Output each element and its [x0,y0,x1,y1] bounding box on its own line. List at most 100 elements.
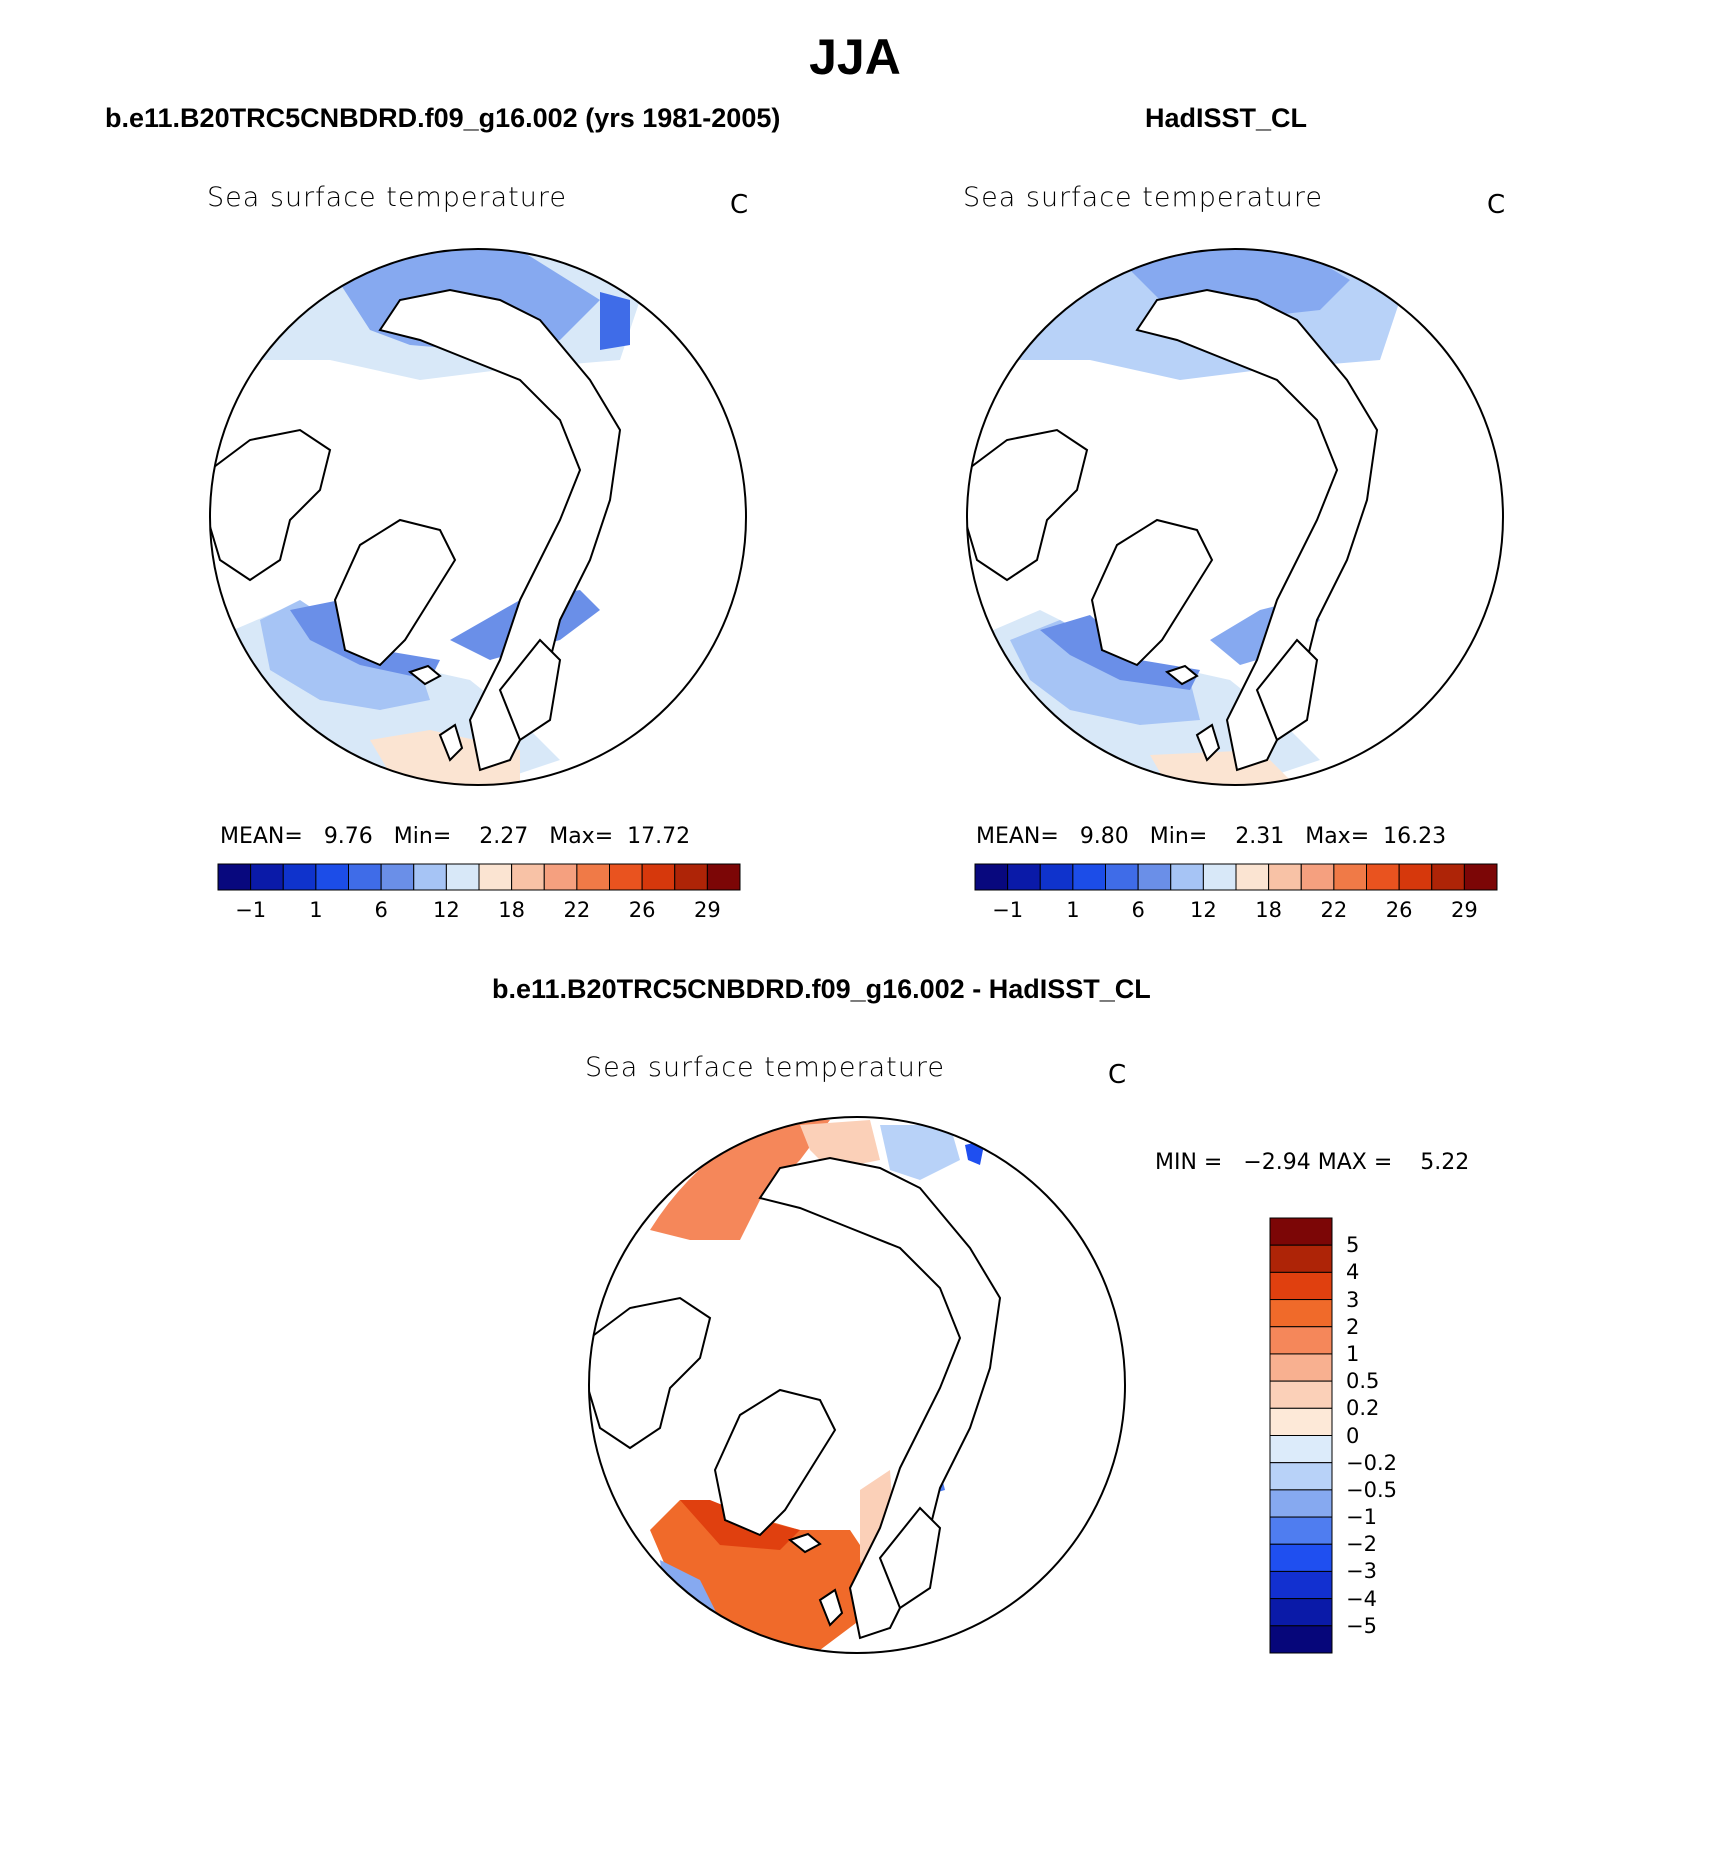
panel1-eurasia [378,288,622,772]
panel2-map-border [966,248,1504,786]
panel2-mean-value: 9.80 [1079,824,1129,849]
colorbar-swatch [380,863,415,891]
panel1-colorbar [217,863,741,891]
colorbar-swatch [1072,863,1106,891]
panel3-min-value: −2.94 [1243,1150,1311,1175]
panel2-min-label: Min= [1149,824,1208,849]
colorbar-tick-label: −3 [1346,1559,1377,1584]
colorbar-swatch [674,863,708,891]
colorbar-swatch [1300,863,1335,891]
colorbar-swatch [1269,1489,1333,1518]
colorbar-tick-label: 29 [1451,898,1478,922]
colorbar-swatch [1269,1435,1333,1464]
panel3-greenland [713,1388,837,1537]
colorbar-swatch [576,863,610,891]
colorbar-swatch [1269,1244,1333,1273]
panel3-max-value: 5.22 [1420,1150,1470,1175]
panel1-mean-value: 9.76 [323,824,373,849]
panel1-map [210,249,640,785]
panel1-stats: MEAN= 9.76 Min= 2.27 Max= 17.72 [220,824,690,849]
colorbar-tick-label: −4 [1346,1586,1377,1611]
colorbar-swatch [1269,1462,1333,1491]
colorbar-swatch [1137,863,1172,891]
colorbar-tick-label: −2 [1346,1532,1377,1557]
panel2-max-value: 16.23 [1383,824,1447,849]
panel3-unit: C [1108,1060,1127,1090]
panel3-map [589,1120,1002,1650]
panel3-min-label: MIN = [1155,1150,1223,1175]
colorbar-swatch [1269,1598,1333,1627]
colorbar-swatch [478,863,513,891]
colorbar-swatch [1269,1299,1333,1328]
colorbar-swatch [250,863,284,891]
panel3-header: b.e11.B20TRC5CNBDRD.f09_g16.002 - HadISS… [492,974,1151,1004]
panel1-map-border [209,248,747,786]
colorbar-tick-label: 1 [309,898,323,922]
panel2-plot-title: Sea surface temperature [963,182,1323,213]
panel2-header: HadISST_CL [1145,103,1308,133]
colorbar-tick-label: 22 [563,898,591,922]
panel1-min-value: 2.27 [479,824,529,849]
panel3-iceland [787,1532,822,1554]
colorbar-tick-label: 18 [1255,898,1282,922]
panel2-unit: C [1487,190,1506,220]
panel2-greenland [1090,518,1214,667]
panel1-uk [438,723,464,762]
colorbar-swatch [1366,863,1400,891]
panel3-scandinavia [878,1506,942,1610]
colorbar-swatch [1269,1353,1333,1382]
panel3-north-america [589,1296,712,1450]
colorbar-tick-label: 12 [1190,898,1217,922]
colorbar-swatch [1202,863,1237,891]
colorbar-swatch [1007,863,1041,891]
colorbar-tick-label: 26 [628,898,656,922]
colorbar-swatch [1269,1543,1333,1572]
colorbar-swatch [1269,1217,1333,1246]
panel1-scandinavia [498,638,562,742]
colorbar-swatch [1398,863,1433,891]
colorbar-swatch [609,863,643,891]
panel1-unit: C [730,190,749,220]
colorbar-tick-label: 6 [374,898,388,922]
colorbar-tick-label: 0.5 [1346,1369,1380,1394]
panel2-scandinavia [1255,638,1319,742]
colorbar-swatch [641,863,676,891]
panel2-max-label: Max= [1305,824,1370,849]
panel1-mean-label: MEAN= [220,824,303,849]
panel1-min-label: Min= [393,824,452,849]
colorbar-swatch [511,863,545,891]
panel3-stats: MIN = −2.94 MAX = 5.22 [1155,1150,1469,1175]
colorbar-swatch [445,863,480,891]
colorbar-swatch [282,863,317,891]
panel1-iceland [407,664,442,686]
colorbar-tick-label: 2 [1346,1314,1360,1339]
panel2-colorbar [974,863,1498,891]
colorbar-tick-label: −5 [1346,1613,1377,1638]
colorbar-tick-label: −0.2 [1346,1450,1397,1475]
colorbar-tick-label: 5 [1346,1233,1360,1258]
panel3-max-label: MAX = [1317,1150,1393,1175]
colorbar-tick-label: −1 [235,898,267,922]
colorbar-swatch [1269,1516,1333,1545]
colorbar-swatch [1105,863,1139,891]
colorbar-tick-label: 0 [1346,1423,1360,1448]
colorbar-tick-label: −0.5 [1346,1477,1397,1502]
colorbar-tick-label: 12 [433,898,460,922]
panel1-north-america [210,428,332,582]
panel2-min-value: 2.31 [1235,824,1285,849]
panel1-plot-title: Sea surface temperature [207,182,567,213]
panel3-eurasia [758,1156,1002,1640]
panel3-colorbar [1269,1217,1333,1654]
panel3-plot-title: Sea surface temperature [585,1052,945,1083]
colorbar-swatch [217,863,252,891]
colorbar-tick-label: 26 [1385,898,1413,922]
panel1-max-value: 17.72 [627,824,691,849]
colorbar-swatch [1333,863,1367,891]
panel1-greenland [333,518,457,667]
colorbar-swatch [1269,1380,1333,1409]
panel2-uk [1195,723,1221,762]
panel3-uk [818,1588,844,1627]
colorbar-tick-label: 6 [1131,898,1145,922]
colorbar-swatch [543,863,578,891]
